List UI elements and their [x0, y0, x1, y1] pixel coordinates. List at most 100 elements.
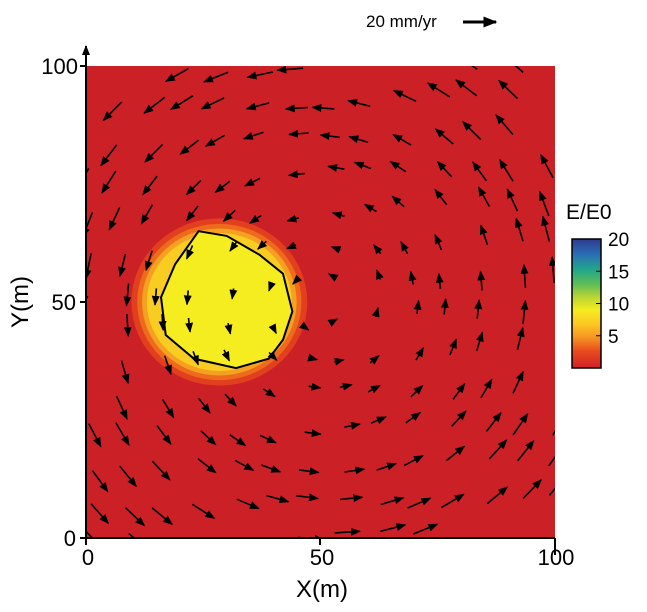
velocity-arrow	[472, 161, 488, 182]
velocity-arrow	[108, 207, 121, 231]
velocity-arrow	[115, 395, 128, 420]
velocity-arrow	[140, 204, 154, 225]
velocity-arrow	[236, 498, 260, 510]
velocity-arrow	[262, 388, 276, 398]
velocity-arrow	[123, 283, 132, 307]
velocity-arrow	[408, 270, 417, 285]
velocity-arrow	[191, 351, 199, 366]
velocity-arrow	[143, 96, 166, 114]
velocity-arrow	[242, 131, 264, 140]
velocity-arrow	[452, 382, 466, 400]
velocity-arrow	[506, 188, 519, 212]
velocity-arrow	[434, 128, 454, 145]
velocity-arrow	[475, 331, 484, 352]
velocity-arrow	[144, 250, 153, 272]
velocity-arrow	[308, 382, 322, 391]
velocity-arrow	[434, 233, 443, 251]
velocity-arrow	[413, 299, 422, 314]
velocity-arrow	[477, 270, 486, 291]
velocity-arrow	[266, 494, 290, 504]
velocity-arrow	[339, 382, 353, 391]
colorbar-tick-label: 5	[608, 327, 619, 348]
velocity-arrow	[371, 306, 380, 318]
velocity-arrow	[538, 190, 550, 217]
velocity-arrow	[244, 177, 261, 187]
velocity-arrow	[462, 120, 482, 141]
velocity-arrow	[485, 411, 502, 432]
velocity-arrow	[474, 299, 483, 319]
velocity-arrow	[327, 318, 339, 327]
colorbar-title: E/E0	[566, 201, 612, 224]
velocity-arrow	[298, 467, 320, 476]
velocity-arrow	[435, 272, 444, 289]
velocity-arrow	[541, 215, 551, 242]
velocity-arrow	[288, 129, 309, 138]
velocity-arrow	[327, 163, 345, 172]
velocity-arrow	[267, 350, 278, 361]
velocity-arrow	[164, 67, 189, 83]
velocity-arrow	[516, 439, 535, 462]
velocity-arrow	[380, 523, 407, 533]
velocity-arrow	[479, 224, 489, 245]
velocity-arrow	[128, 532, 136, 538]
velocity-arrow	[347, 98, 371, 108]
velocity-arrow	[214, 180, 231, 193]
velocity-arrow	[363, 203, 377, 213]
velocity-arrow	[197, 458, 217, 474]
velocity-arrow	[245, 102, 270, 111]
velocity-arrow	[285, 241, 297, 250]
velocity-arrow	[185, 179, 202, 196]
velocity-arrow	[540, 153, 554, 179]
velocity-arrow	[440, 493, 465, 509]
velocity-arrow	[156, 425, 172, 445]
velocity-arrow	[200, 97, 225, 110]
x-tick-label-100: 100	[538, 545, 575, 570]
velocity-arrow	[151, 460, 171, 481]
velocity-arrow	[373, 244, 383, 255]
colorbar-tick-label: 15	[608, 262, 629, 283]
velocity-arrow	[376, 269, 384, 280]
velocity-arrow	[392, 89, 417, 103]
velocity-arrow	[405, 411, 422, 424]
velocity-arrow	[520, 299, 529, 324]
velocity-arrow	[331, 211, 345, 220]
velocity-arrow	[480, 378, 493, 399]
velocity-arrow	[204, 134, 226, 147]
velocity-arrow	[200, 430, 217, 446]
velocity-arrow	[304, 429, 322, 438]
velocity-arrow	[344, 421, 361, 430]
velocity-arrow	[268, 323, 277, 335]
velocity-arrow	[259, 434, 277, 444]
velocity-arrow	[91, 470, 109, 493]
velocity-arrow	[179, 139, 199, 155]
velocity-arrow	[124, 507, 146, 527]
velocity-arrow	[276, 66, 304, 74]
velocity-arrow	[548, 256, 555, 283]
velocity-arrow	[249, 214, 262, 224]
velocity-arrow	[90, 503, 109, 525]
velocity-arrow	[88, 423, 102, 448]
velocity-arrow	[163, 355, 172, 376]
colorbar: E/E0 5 10 15 20	[566, 201, 629, 369]
velocity-arrow	[415, 346, 425, 361]
y-tick-label-50: 50	[52, 290, 76, 315]
x-axis-title: X(m)	[296, 576, 348, 603]
velocity-arrow	[548, 487, 555, 496]
velocity-arrow	[298, 321, 310, 331]
velocity-arrow	[295, 493, 319, 502]
y-axis-title: Y(m)	[7, 276, 34, 328]
velocity-arrow	[340, 494, 364, 503]
velocity-arrow	[222, 209, 236, 222]
velocity-arrow	[257, 240, 268, 250]
velocity-arrow	[380, 496, 405, 506]
velocity-arrow	[455, 79, 478, 97]
velocity-arrow	[376, 462, 398, 471]
colorbar-tick-label: 10	[608, 295, 629, 316]
velocity-arrow	[488, 439, 508, 460]
velocity-arrow	[229, 434, 247, 447]
vector-scale: 20 mm/yr	[366, 12, 498, 31]
velocity-arrow	[407, 497, 432, 509]
velocity-arrow	[292, 274, 302, 285]
velocity-arrow	[367, 384, 381, 394]
velocity-arrow	[197, 397, 211, 414]
